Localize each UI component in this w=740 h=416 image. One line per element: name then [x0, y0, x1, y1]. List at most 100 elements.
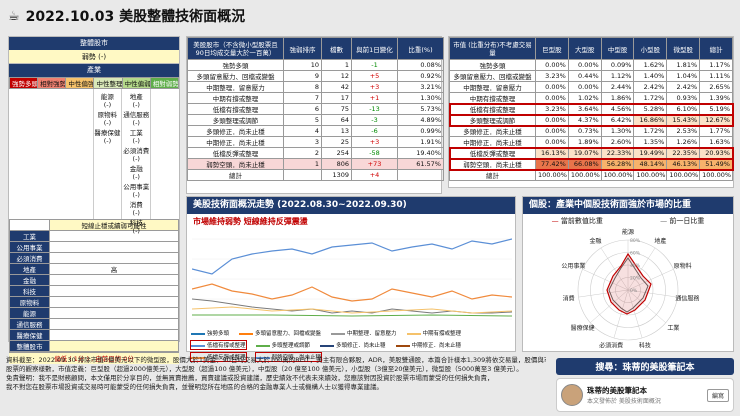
longterm-title: 短線止穩或續弱可能性	[49, 219, 179, 231]
structure-table: 美股股市（不含微小型股票且90日均成交量大於一百萬） 強弱排序 檔數 與前1日變…	[187, 37, 444, 181]
size-row: 低檔有撐或整理 3.23% 3.64% 4.56% 5.28% 6.10% 5.19%	[448, 102, 734, 116]
col-strong: 強勢多頭	[8, 77, 39, 89]
radar-legend: — 當前數值比重 — 前一日比重	[523, 214, 733, 228]
trend-legend-6: 多頭修正．尚未止穩	[320, 341, 386, 349]
size-row: 中期修正．尚未止穩 0.00% 1.89% 2.60% 1.35% 1.26% 1.63%	[449, 136, 733, 148]
sector-panel: 整體股市 弱勢 (-) 產業 強勢多頭 相對強勢 中性偏強 中性整理 中性偏弱 …	[8, 36, 180, 364]
radar-axis-label: 工業	[667, 324, 679, 332]
radar-legend-prev: — 前一日比重	[660, 217, 705, 225]
radar-axis-label: 原物料	[674, 262, 692, 270]
trend-line-weak-bear	[191, 238, 513, 275]
trend-chart-panel: 美股技術面概況走勢 (2022.08.30~2022.09.30) 市場維持弱勢…	[186, 196, 516, 362]
trend-legend: 強勢多頭 多頭留意壓力、回檔或變盤 中期整理．留意壓力 中期有撐或整理 低檔有撐…	[187, 327, 515, 363]
longterm-table: 短線止穩或續弱可能性 工業 公用事業 必須消費 地產高 金融 科技 原物料 能源…	[9, 219, 179, 352]
footer-line-2: 股票的觀察樣數，市值定義：巨型股（超過2000億美元），大型股（超過100 億美…	[6, 365, 523, 373]
sector-staples: 必須消費	[123, 147, 150, 155]
radar-axis-label: 地產	[654, 237, 666, 245]
radar-legend-current: — 當前數值比重	[551, 217, 603, 225]
sector-financials: 金融	[129, 165, 143, 173]
size-header-small: 小型股	[633, 37, 668, 60]
sector-healthcare: 醫療保健	[94, 129, 121, 137]
size-header-mega: 巨型股	[535, 37, 569, 60]
col-neutral-weak: 中性偏弱	[121, 77, 151, 89]
trend-legend-4: 低檔有撐或整理	[190, 340, 247, 350]
size-total-row: 總計 100.00% 100.00% 100.00% 100.00% 100.00% 100…	[449, 169, 733, 181]
radar-tick-label: 0%	[630, 288, 638, 294]
structure-row: 低檔反彈或整理 2 254 -58 19.40%	[187, 147, 444, 159]
structure-row: 多頭修正．尚未止穩 4 13 -6 0.99%	[187, 125, 444, 137]
structure-row: 強勢多頭 10 1 -1 0.08%	[187, 59, 444, 71]
radar-axis-label: 公用事業	[561, 262, 585, 270]
structure-header-rank: 強弱排序	[283, 37, 322, 60]
size-table: 市值 (比重分布)不考慮交易量 巨型股 大型股 中型股 小型股 微型股 總計 強…	[448, 37, 734, 181]
longterm-note: 偏低 ( 1分 ) , 自前日的 0分	[9, 352, 179, 364]
size-row: 低檔反彈或整理 16.13% 19.07% 22.33% 19.49% 22.35% 20.…	[448, 146, 734, 160]
col-neutral: 中性整理	[93, 77, 123, 89]
trend-legend-2: 中期整理．留意壓力	[331, 329, 397, 337]
structure-row: 低檔有撐或整理 6 75 -13 5.73%	[187, 103, 444, 115]
radar-axis-label: 金融	[590, 237, 602, 245]
size-header-total: 總計	[699, 37, 733, 60]
coffee-icon: ☕	[8, 8, 20, 24]
sector-energy: 能源	[100, 93, 114, 101]
avatar	[561, 384, 583, 406]
trend-legend-1: 多頭留意壓力、回檔或變盤	[239, 329, 321, 337]
neutral-weak-sector-list: 地產 (-) 通信服務 (-) 工業 (-) 必須消費 (-) 金融 (-) 公…	[122, 89, 152, 235]
col-rel-strong: 相對強勢	[37, 77, 67, 89]
size-header-micro: 微型股	[666, 37, 701, 60]
structure-row: 中期整理．留意壓力 8 42 +3 3.21%	[187, 81, 444, 93]
trend-legend-8: 低檔反彈或整理	[190, 352, 247, 362]
radar-axis-label: 消費	[563, 294, 575, 302]
structure-header-change: 與前1日變化	[351, 37, 398, 60]
footer-notes: 資料截至：2022.09.30 排除市值3億美元以下的微型股，股價大於1美金、9…	[6, 356, 546, 392]
radar-axis-label: 能源	[622, 228, 634, 236]
structure-table-panel: 美股股市（不含微小型股票且90日均成交量大於一百萬） 強弱排序 檔數 與前1日變…	[186, 36, 444, 194]
size-header-large: 大型股	[567, 37, 602, 60]
sector-consumer: 消費	[129, 201, 143, 209]
sector-utilities: 公用事業	[123, 183, 150, 191]
structure-header-name: 美股股市（不含微小型股票且90日均成交量大於一百萬）	[187, 37, 284, 60]
footer-line-3: 免責聲明：我不是財務顧問，本文僅用於分享目的，並無買賣推薦，買賣建議或投資建議，…	[6, 374, 494, 382]
size-row: 多頭修正．尚未止穩 0.00% 0.73% 1.30% 1.72% 2.53% 1.77%	[449, 125, 733, 137]
size-row: 多頭留意壓力、回檔或變盤 3.23% 0.44% 1.12% 1.40% 1.04% 1.1…	[449, 70, 733, 82]
edit-button[interactable]: 編寫	[706, 388, 729, 402]
size-row: 中期整理．留意壓力 0.00% 0.00% 2.44% 2.42% 2.42% 2.65%	[449, 81, 733, 93]
neutral-sector-list: 能源 (-) 原物料 (-) 醫療保健 (-)	[94, 89, 123, 219]
page-title: ☕ 2022.10.03 美股整體技術面概況	[8, 4, 245, 28]
radar-current-series	[606, 252, 652, 315]
size-row: 多頭整理或調節 0.00% 4.37% 6.42% 16.86% 15.43% 12.67%	[448, 113, 734, 127]
size-row: 中期有撐或整理 0.00% 1.02% 1.86% 1.72% 0.93% 1.39%	[449, 92, 733, 104]
radar-axis-label: 醫療保健	[571, 324, 595, 332]
trend-line-mid-support	[192, 314, 513, 317]
radar-tick-label: 60%	[630, 251, 641, 257]
structure-total-count: 1309	[321, 169, 352, 181]
structure-total-change: +4	[351, 169, 398, 181]
size-header-name: 市值 (比重分布)不考慮交易量	[449, 37, 536, 60]
radar-axis-label: 必須消費	[599, 342, 623, 348]
trend-chart-title: 美股技術面概況走勢 (2022.08.30~2022.09.30)	[187, 197, 515, 214]
trend-legend-5: 多頭整理或調節	[255, 341, 310, 349]
trend-line-low-rebound	[191, 283, 513, 302]
industry-title: 產業	[9, 64, 179, 77]
radar-tick-label: 20%	[630, 276, 641, 282]
col-weak: 相對弱勢	[149, 77, 180, 89]
sector-comm: 通信服務	[123, 111, 150, 119]
blog-name: 珠蒂的美股筆記本	[587, 386, 647, 395]
radar-prev-series	[608, 257, 649, 313]
sector-realestate: 地產	[129, 93, 143, 101]
structure-total-label: 總計	[187, 169, 284, 181]
size-row: 弱勢空頭．尚未止穩 77.42% 66.08% 56.28% 48.14% 46.13% 5…	[448, 157, 734, 171]
col-neutral-strong: 中性偏強	[65, 77, 95, 89]
trend-line-low-support	[191, 306, 513, 314]
blog-card[interactable]: 珠蒂的美股筆記本 本文發佈於 美股技術面概況 編寫	[556, 378, 734, 412]
trend-legend-9: 弱勢空頭．尚未止穩	[254, 352, 323, 362]
trend-legend-0: 強勢多頭	[191, 329, 229, 337]
structure-row: 弱勢空頭．尚未止穩 1 806 +73 61.57%	[187, 158, 444, 170]
search-banner[interactable]: 搜尋：珠蒂的美股筆記本	[556, 358, 734, 375]
radar-tick-label: 80%	[630, 238, 641, 244]
structure-header-weight: 比重(%)	[397, 37, 444, 60]
footer-line-1: 資料截至：2022.09.30 排除市值3億美元以下的微型股，股價大於1美金、9…	[6, 356, 546, 364]
trend-legend-3: 中期有撐或整理	[406, 329, 461, 337]
structure-row: 中期修正．尚未止穩 3 25 +3 1.91%	[187, 136, 444, 148]
